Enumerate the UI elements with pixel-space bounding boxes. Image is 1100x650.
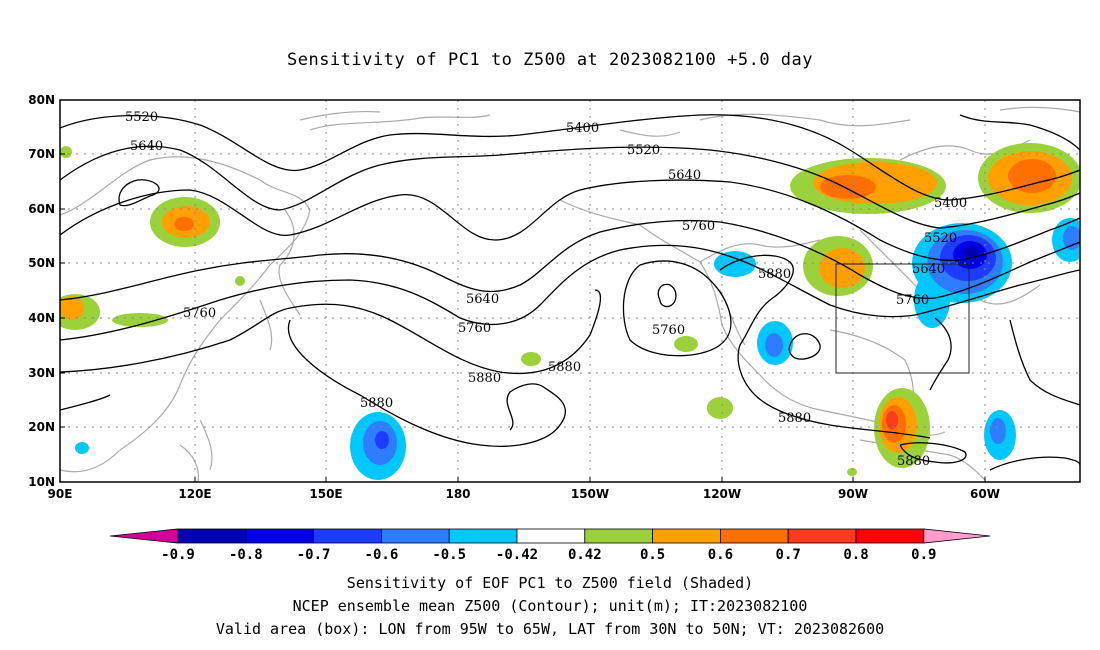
lat-tick-label: 30N	[28, 366, 55, 380]
colorbar-segment	[245, 528, 315, 544]
contour-label: 5640	[130, 139, 163, 154]
colorbar-segment	[652, 528, 721, 544]
colorbar-label: -0.9	[161, 547, 195, 563]
caption-shading: Sensitivity of EOF PC1 to Z500 field (Sh…	[346, 574, 754, 592]
lon-tick-label: 150W	[571, 487, 609, 501]
lon-tick-label: 120E	[178, 487, 211, 501]
contour-label: 5880	[468, 371, 501, 386]
contour-label: 5760	[682, 219, 715, 234]
colorbar-label: -0.42	[496, 547, 538, 563]
colorbar-segment	[720, 528, 789, 544]
colorbar-label: 0.8	[843, 547, 868, 563]
valid-area-box	[835, 263, 970, 374]
contour-label: 5760	[183, 306, 216, 321]
colorbar-label: -0.8	[229, 547, 263, 563]
contour-label: 5400	[566, 121, 599, 136]
colorbar-label: 0.7	[776, 547, 801, 563]
contour-labels: 5520 5640 5760 5880 5400 5520 5640 5760 …	[125, 110, 967, 469]
colorbar-label: -0.7	[297, 547, 331, 563]
contour-label: 5520	[924, 231, 957, 246]
lat-tick-label: 40N	[28, 311, 55, 325]
lon-tick-label: 60W	[970, 487, 1000, 501]
caption-valid-area: Valid area (box): LON from 95W to 65W, L…	[215, 620, 885, 638]
colorbar-segment	[177, 528, 247, 544]
colorbar-segment	[448, 528, 518, 544]
contour-label: 5880	[758, 267, 791, 282]
contour-label: 5640	[912, 262, 945, 277]
lat-tick-label: 60N	[28, 202, 55, 216]
colorbar-label: 0.6	[708, 547, 733, 563]
contour-label: 5640	[466, 292, 499, 307]
contour-label: 5400	[934, 196, 967, 211]
lat-tick-label: 20N	[28, 420, 55, 434]
lat-tick-label: 50N	[28, 256, 55, 270]
contour-label: 5760	[896, 293, 929, 308]
tick-marks	[60, 99, 986, 483]
colorbar-label: 0.42	[568, 547, 602, 563]
contour-label: 5520	[125, 110, 158, 125]
lat-tick-label: 70N	[28, 147, 55, 161]
colorbar-max-arrow	[923, 528, 991, 544]
lon-tick-label: 120W	[703, 487, 741, 501]
sensitivity-shading	[60, 143, 1080, 480]
z500-contours	[60, 114, 1080, 471]
colorbar-label: -0.6	[365, 547, 399, 563]
caption-contour: NCEP ensemble mean Z500 (Contour); unit(…	[292, 597, 808, 615]
lon-tick-label: 150E	[309, 487, 342, 501]
lon-tick-label: 180	[445, 487, 470, 501]
colorbar-label: -0.5	[432, 547, 466, 563]
contour-label: 5640	[668, 168, 701, 183]
colorbar-segment	[380, 528, 450, 544]
lon-tick-label: 90W	[838, 487, 868, 501]
map-frame	[59, 99, 1081, 483]
contour-label: 5760	[652, 323, 685, 338]
colorbar-segment	[584, 528, 653, 544]
lon-axis-labels: 90E 120E 150E 180 150W 120W 90W 60W	[48, 487, 1000, 501]
lat-tick-label: 80N	[28, 93, 55, 107]
colorbar: -0.9 -0.8 -0.7 -0.6 -0.5 -0.42 0.42 0.5 0.6 0.7 0.…	[109, 528, 991, 563]
colorbar-label: 0.5	[640, 547, 665, 563]
contour-label: 5880	[360, 396, 393, 411]
colorbar-segment	[787, 528, 857, 544]
colorbar-segment	[313, 528, 382, 544]
contour-label: 5760	[458, 321, 491, 336]
contour-label: 5520	[627, 143, 660, 158]
colorbar-label: 0.9	[911, 547, 936, 563]
contour-label: 5880	[897, 454, 930, 469]
contour-label: 5880	[778, 411, 811, 426]
contour-label: 5880	[548, 360, 581, 375]
colorbar-segment	[855, 528, 925, 544]
lon-tick-label: 90E	[48, 487, 73, 501]
chart-title: Sensitivity of PC1 to Z500 at 2023082100…	[286, 50, 813, 70]
lat-tick-label: 10N	[28, 475, 55, 489]
lat-axis-labels: 80N 70N 60N 50N 40N 30N 20N 10N	[28, 93, 55, 489]
colorbar-min-arrow	[109, 528, 179, 544]
colorbar-segment	[516, 528, 586, 544]
